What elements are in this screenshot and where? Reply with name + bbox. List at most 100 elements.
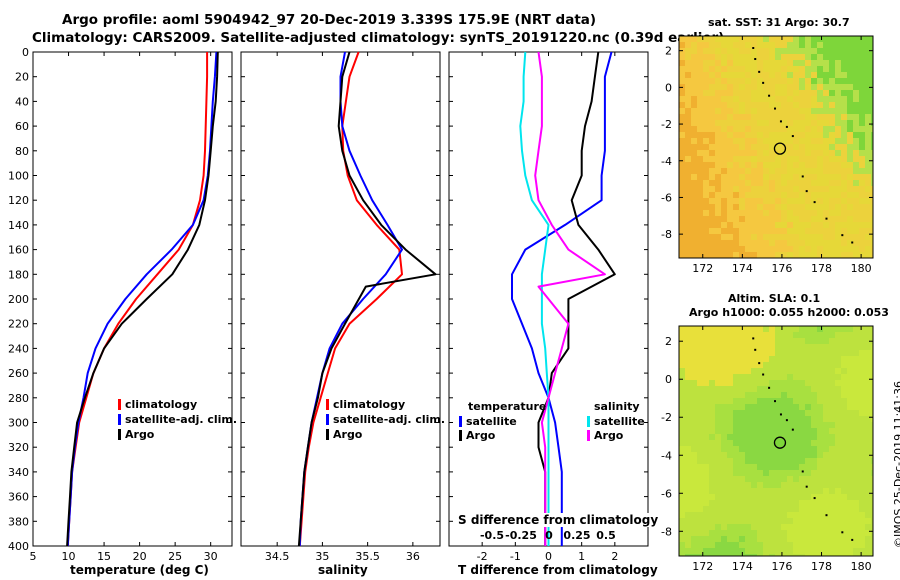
map-1-cell <box>751 398 757 404</box>
map-0-cell <box>763 210 769 216</box>
map-1-cell <box>853 410 859 416</box>
map-0-cell <box>721 240 727 246</box>
map-0-cell <box>727 228 733 234</box>
map-0-cell <box>811 96 817 102</box>
map-0-cell <box>679 36 685 42</box>
map-1-cell <box>787 536 793 542</box>
map-1-cell <box>847 554 853 556</box>
map-0-cell <box>733 132 739 138</box>
map-1-cell <box>853 482 859 488</box>
map-1-cell <box>829 440 835 446</box>
map-1-cell <box>865 446 871 452</box>
map-1-cell <box>817 332 823 338</box>
map-0-cell <box>679 198 685 204</box>
map-1-cell <box>715 536 721 542</box>
map-1-cell <box>853 380 859 386</box>
map-0-cell <box>841 84 847 90</box>
map-1-cell <box>829 374 835 380</box>
map-1-cell <box>703 548 709 554</box>
map-0-cell <box>709 252 715 258</box>
map-0-cell <box>715 90 721 96</box>
map-0-cell <box>715 222 721 228</box>
map-0-cell <box>847 186 853 192</box>
map-0-cell <box>721 120 727 126</box>
depth-tick-label: 360 <box>8 491 29 504</box>
diff-legend-left-label: Argo <box>466 429 496 442</box>
map-1-cell <box>871 488 873 494</box>
map-0-ytick-label: -4 <box>661 155 672 168</box>
map-1-cell <box>691 404 697 410</box>
panel-1-xtick-label: 34.5 <box>265 550 290 563</box>
map-1-cell <box>691 476 697 482</box>
map-0-cell <box>781 66 787 72</box>
map-1-cell <box>763 446 769 452</box>
map-1-cell <box>841 416 847 422</box>
panel-2-xtick-label: 2 <box>611 550 618 563</box>
map-1-cell <box>829 398 835 404</box>
map-1-cell <box>865 362 871 368</box>
map-0-cell <box>847 90 853 96</box>
map-0-cell <box>793 126 799 132</box>
map-1-cell <box>847 548 853 554</box>
map-1-cell <box>811 470 817 476</box>
map-0-cell <box>793 186 799 192</box>
map-1-cell <box>775 458 781 464</box>
depth-tick-label: 280 <box>8 392 29 405</box>
map-1-cell <box>817 554 823 556</box>
map-0-cell <box>775 222 781 228</box>
map-0-cell <box>745 162 751 168</box>
map-0-cell <box>871 210 873 216</box>
map-0-cell <box>847 216 853 222</box>
map-1-cell <box>817 446 823 452</box>
map-0-cell <box>727 48 733 54</box>
map-1-cell <box>751 440 757 446</box>
map-0-cell <box>703 48 709 54</box>
map-1-cell <box>703 446 709 452</box>
map-0-cell <box>805 204 811 210</box>
map-0-cell <box>775 204 781 210</box>
map-1-cell <box>685 326 691 332</box>
map-0-cell <box>691 162 697 168</box>
map-1-cell <box>841 422 847 428</box>
map-1-cell <box>799 356 805 362</box>
map-0-cell <box>733 66 739 72</box>
map-1-cell <box>859 344 865 350</box>
map-1-cell <box>805 344 811 350</box>
map-0-cell <box>769 240 775 246</box>
map-0-cell <box>823 144 829 150</box>
map-0-ytick-label: -8 <box>661 228 672 241</box>
map-0-cell <box>859 198 865 204</box>
map-0-cell <box>793 78 799 84</box>
map-1-cell <box>769 368 775 374</box>
map-1-cell <box>685 344 691 350</box>
map-1-cell <box>871 350 873 356</box>
map-0-cell <box>691 234 697 240</box>
map-0-cell <box>751 174 757 180</box>
map-0-island <box>762 81 765 84</box>
map-0-cell <box>853 114 859 120</box>
map-1-cell <box>865 356 871 362</box>
map-0-cell <box>679 144 685 150</box>
map-1-cell <box>823 536 829 542</box>
map-0-cell <box>691 156 697 162</box>
map-0-cell <box>793 252 799 258</box>
map-1-cell <box>709 518 715 524</box>
map-0-cell <box>685 246 691 252</box>
map-0-cell <box>853 36 859 42</box>
map-0-cell <box>805 132 811 138</box>
map-1-cell <box>859 356 865 362</box>
panel-0-legend-label: Argo <box>125 428 155 441</box>
map-1-cell <box>865 494 871 500</box>
map-0-cell <box>721 246 727 252</box>
map-0-cell <box>781 234 787 240</box>
map-0-ytick-label: -2 <box>661 118 672 131</box>
map-0-cell <box>733 204 739 210</box>
map-0-cell <box>721 222 727 228</box>
map-1-cell <box>841 398 847 404</box>
map-1-cell <box>697 392 703 398</box>
map-0-cell <box>733 246 739 252</box>
map-1-cell <box>793 326 799 332</box>
map-1-cell <box>709 440 715 446</box>
map-1-cell <box>685 518 691 524</box>
map-0-cell <box>721 36 727 42</box>
